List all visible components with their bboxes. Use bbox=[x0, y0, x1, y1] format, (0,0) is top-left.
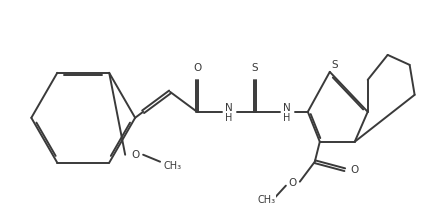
Text: O: O bbox=[131, 150, 139, 160]
Text: H: H bbox=[225, 113, 233, 123]
Text: S: S bbox=[252, 63, 258, 73]
Text: N: N bbox=[283, 103, 291, 113]
Text: CH₃: CH₃ bbox=[258, 195, 276, 205]
Text: N: N bbox=[225, 103, 233, 113]
Text: S: S bbox=[331, 60, 338, 70]
Text: CH₃: CH₃ bbox=[163, 161, 181, 171]
Text: O: O bbox=[193, 63, 201, 73]
Text: H: H bbox=[283, 113, 291, 123]
Text: O: O bbox=[351, 165, 359, 175]
Text: O: O bbox=[289, 178, 297, 188]
